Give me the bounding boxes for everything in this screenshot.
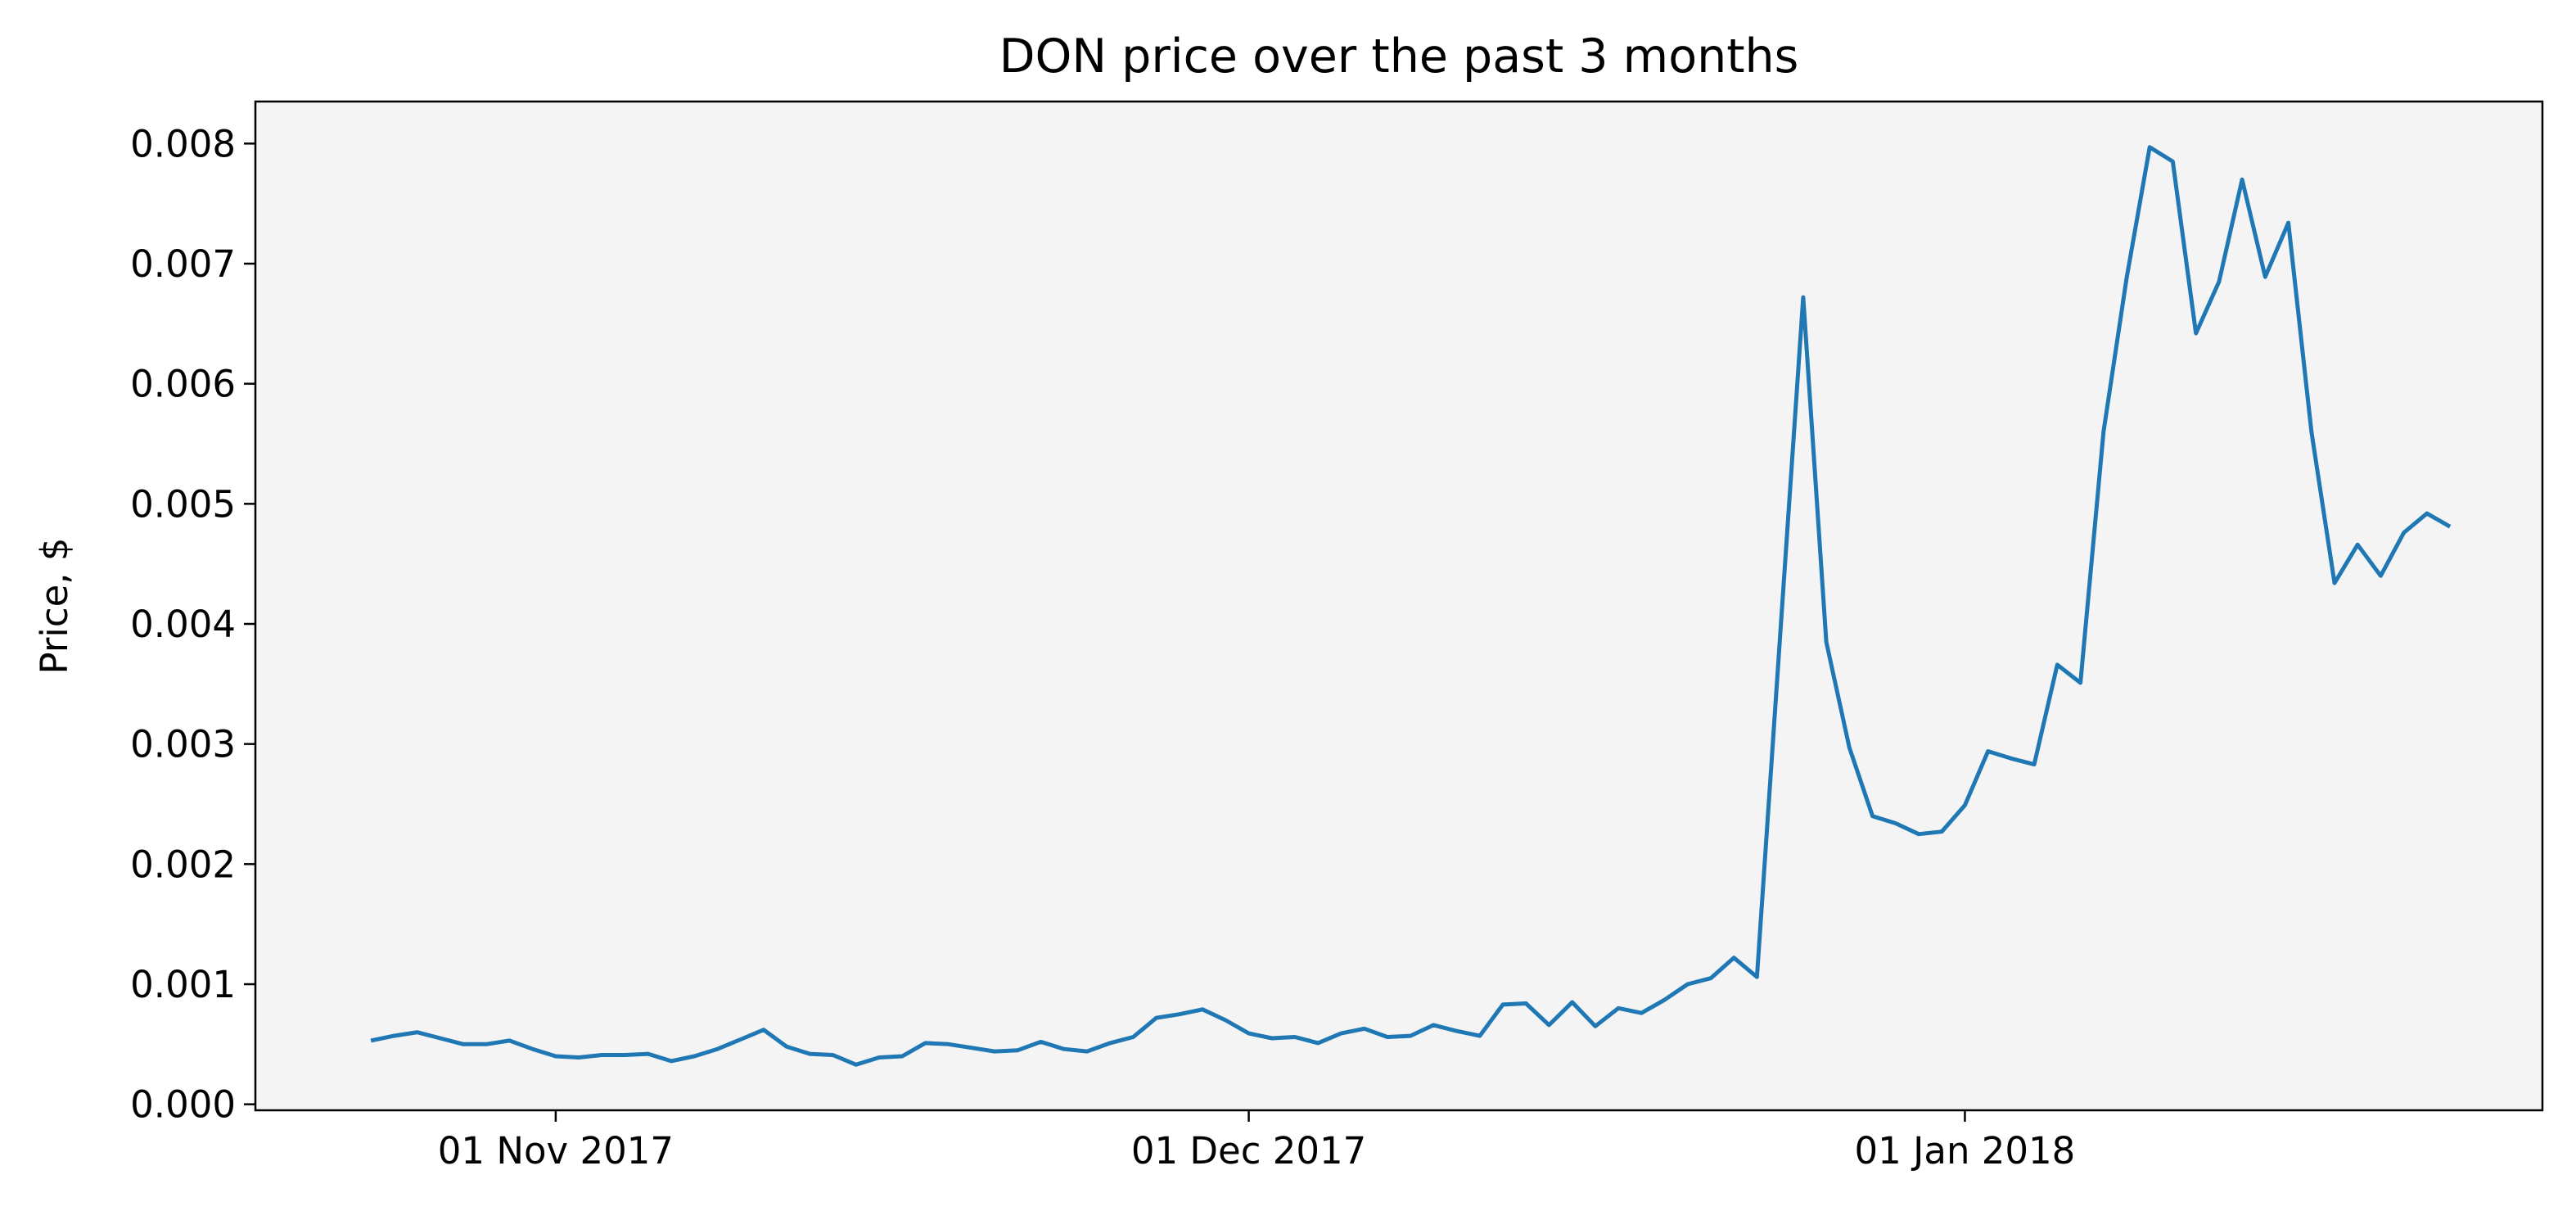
chart-title: DON price over the past 3 months xyxy=(999,29,1799,84)
y-tick-label: 0.004 xyxy=(130,603,236,646)
plot-area xyxy=(255,102,2542,1110)
x-axis-ticks: 01 Nov 2017 01 Dec 2017 01 Jan 2018 xyxy=(438,1110,2076,1173)
y-axis-ticks: 0.000 0.001 0.002 0.003 0.004 0.005 0.006 0.007… xyxy=(130,122,255,1127)
y-tick-label: 0.005 xyxy=(130,482,236,526)
x-tick-label: 01 Nov 2017 xyxy=(438,1129,674,1173)
x-tick-label: 01 Jan 2018 xyxy=(1855,1129,2076,1173)
y-tick-label: 0.000 xyxy=(130,1083,236,1127)
y-tick-label: 0.002 xyxy=(130,843,236,886)
y-tick-label: 0.001 xyxy=(130,963,236,1006)
x-tick-label: 01 Dec 2017 xyxy=(1131,1129,1366,1173)
y-tick-label: 0.007 xyxy=(130,242,236,286)
y-tick-label: 0.008 xyxy=(130,122,236,165)
price-line xyxy=(370,145,2452,1067)
plot-frame xyxy=(254,100,2544,1112)
y-axis-label: Price, $ xyxy=(33,537,76,674)
y-tick-label: 0.006 xyxy=(130,363,236,406)
y-tick-label: 0.003 xyxy=(130,723,236,766)
